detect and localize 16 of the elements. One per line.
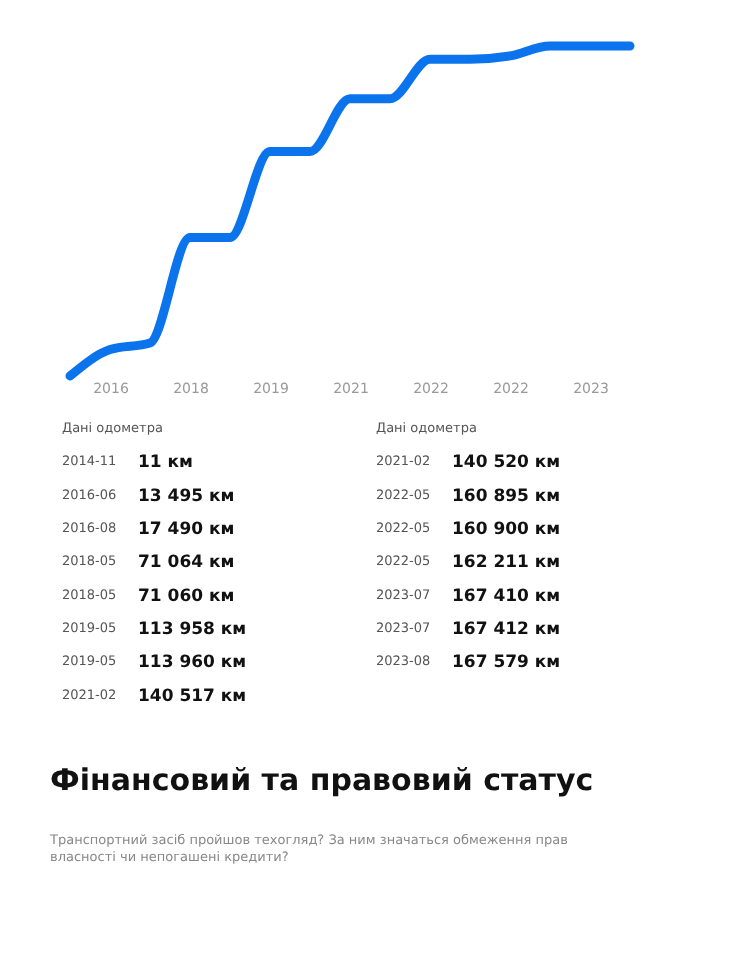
text: 71 060 км <box>138 586 235 607</box>
text: 13 495 км <box>138 486 235 507</box>
text: Фінансовий та правовий статус <box>50 762 594 798</box>
text: 113 960 км <box>138 653 247 674</box>
text: 140 517 км <box>138 686 247 707</box>
text: 140 520 км <box>452 453 561 474</box>
text: 167 410 км <box>452 586 561 607</box>
text: 160 900 км <box>452 520 561 540</box>
text: 11 км <box>138 453 194 474</box>
text: 71 064 км <box>138 553 235 574</box>
text: 167 412 км <box>452 620 561 640</box>
text: 162 211 км <box>452 553 561 574</box>
text: 17 490 км <box>138 520 235 540</box>
text: 160 895 км <box>452 486 561 507</box>
text: 167 579 км <box>452 653 561 674</box>
text: 113 958 км <box>138 620 247 640</box>
